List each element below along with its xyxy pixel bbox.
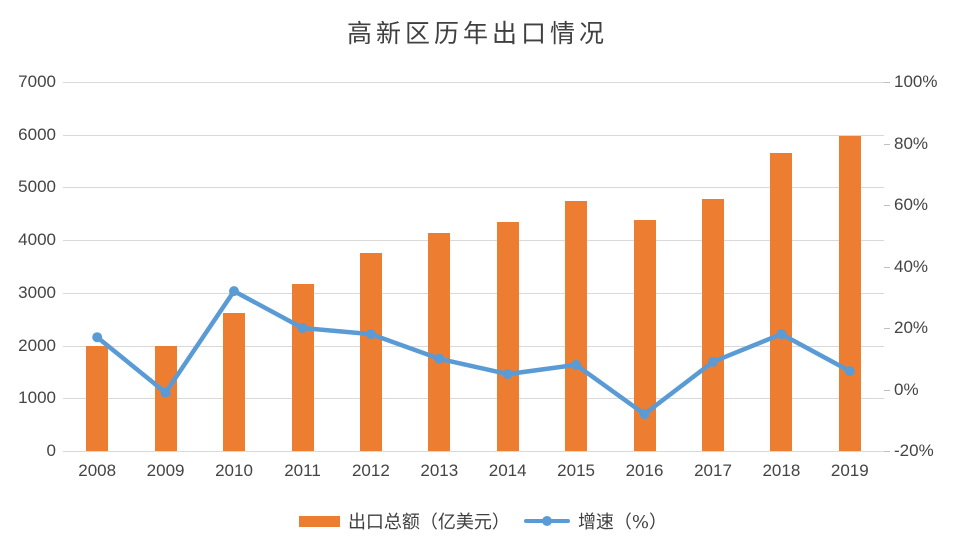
chart-legend: 出口总额（亿美元） 增速（%） xyxy=(18,504,948,538)
gridline xyxy=(63,187,884,189)
line-marker-2011 xyxy=(297,323,308,333)
y-axis-right-label: 80% xyxy=(894,133,929,153)
right-axis-tick xyxy=(884,82,890,83)
gridline xyxy=(63,240,884,242)
x-axis-label: 2017 xyxy=(694,461,732,480)
x-axis-label: 2019 xyxy=(830,461,869,480)
x-axis-label: 2011 xyxy=(284,461,321,480)
bar-2013 xyxy=(428,232,451,451)
bar-2018 xyxy=(770,153,793,451)
y-axis-left-label: 2000 xyxy=(18,335,56,355)
y-axis-left-label: 5000 xyxy=(18,177,56,197)
bar-swatch-icon xyxy=(298,515,340,527)
line-marker-icon xyxy=(523,516,570,526)
line-marker-2010 xyxy=(229,286,239,297)
line-marker-2012 xyxy=(365,329,376,340)
right-axis-tick xyxy=(884,205,890,206)
x-axis-label: 2012 xyxy=(351,461,390,480)
gridline xyxy=(63,82,884,83)
y-axis-left-label: 1000 xyxy=(18,388,56,408)
legend-label-exports: 出口总额（亿美元） xyxy=(347,512,510,533)
bar-2010 xyxy=(223,312,245,451)
legend-label-growth: 增速（%） xyxy=(577,512,668,533)
growth-line-path xyxy=(94,288,853,417)
y-axis-right-label: 100% xyxy=(894,72,938,91)
line-marker-2016 xyxy=(639,409,650,420)
y-axis-left-label: 0 xyxy=(46,441,56,460)
bar-2019 xyxy=(838,135,861,451)
x-axis-label: 2013 xyxy=(420,461,459,480)
gridline xyxy=(63,451,884,452)
y-axis-left-label: 6000 xyxy=(18,124,56,144)
line-marker-2008 xyxy=(92,332,103,343)
bar-2015 xyxy=(565,200,588,451)
line-dot-icon xyxy=(541,516,552,526)
legend-item-exports: 出口总额（亿美元） xyxy=(298,508,510,534)
y-axis-right-label: -20% xyxy=(894,441,934,460)
bar-2016 xyxy=(633,219,656,451)
bar-2014 xyxy=(496,222,519,451)
bar-2017 xyxy=(702,199,724,451)
y-axis-left-label: 7000 xyxy=(18,72,56,91)
x-axis-label: 2015 xyxy=(557,461,595,480)
x-axis-label: 2010 xyxy=(215,461,253,480)
line-marker-2009 xyxy=(160,387,171,398)
chart-title: 高新区历年出口情况 xyxy=(346,19,608,48)
x-axis-label: 2009 xyxy=(146,461,185,480)
x-axis-label: 2008 xyxy=(78,461,117,480)
line-marker-2014 xyxy=(502,369,513,380)
line-marker-2013 xyxy=(434,353,445,364)
y-axis-right-label: 40% xyxy=(894,256,929,276)
x-axis-label: 2018 xyxy=(762,461,801,480)
y-axis-left-label: 3000 xyxy=(18,282,56,302)
y-axis-right-label: 60% xyxy=(894,195,929,214)
right-axis-tick xyxy=(884,328,890,329)
y-axis-right-label: 0% xyxy=(894,379,919,399)
y-axis-right-label: 20% xyxy=(894,318,929,337)
right-axis-tick xyxy=(884,143,890,145)
legend-item-growth: 增速（%） xyxy=(523,508,668,534)
right-axis-tick xyxy=(884,451,890,452)
line-marker-2015 xyxy=(571,359,582,370)
x-axis-label: 2016 xyxy=(625,461,664,480)
gridline xyxy=(63,292,884,294)
bar-2008 xyxy=(86,345,109,451)
right-axis-tick xyxy=(884,266,890,268)
gridline xyxy=(63,134,884,136)
line-marker-2017 xyxy=(708,356,718,367)
x-axis-label: 2014 xyxy=(488,461,527,480)
gridline xyxy=(63,398,884,400)
right-axis-tick xyxy=(884,389,890,391)
line-marker-2019 xyxy=(844,366,855,377)
bar-2009 xyxy=(154,345,177,451)
line-marker-2018 xyxy=(776,329,787,340)
gridline xyxy=(63,345,884,347)
y-axis-left-label: 4000 xyxy=(18,230,56,250)
bar-2012 xyxy=(359,252,382,451)
